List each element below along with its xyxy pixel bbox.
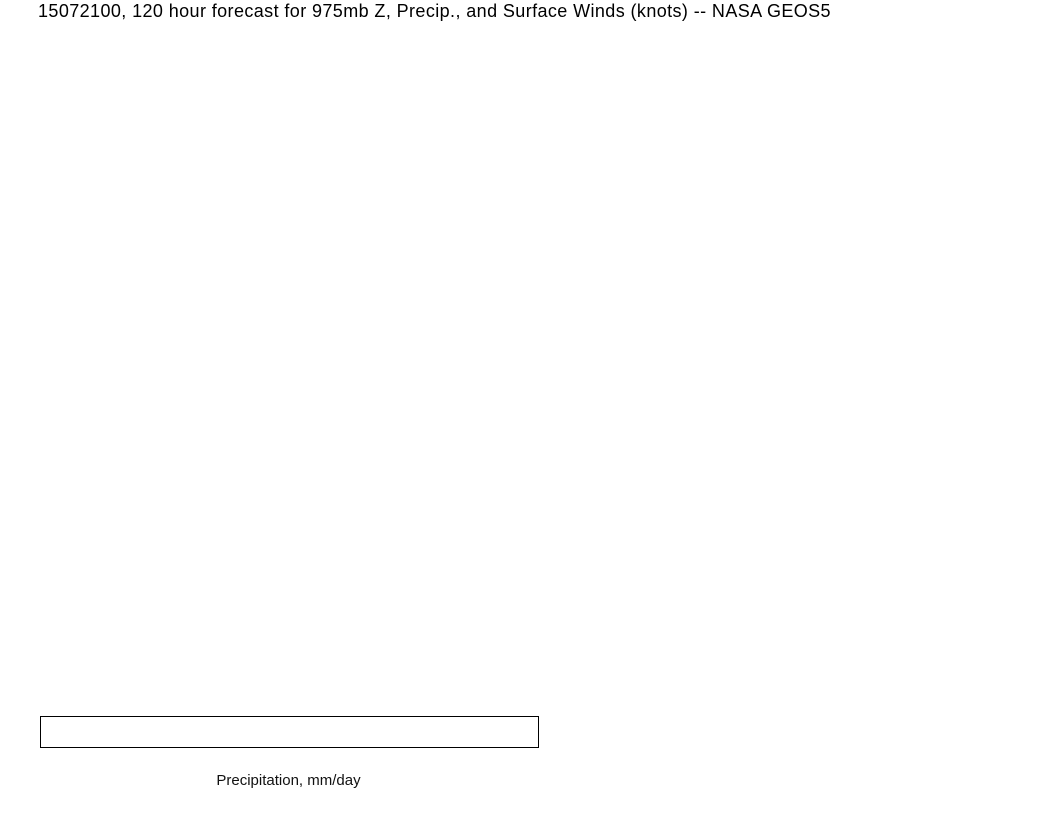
colorbar-ticks <box>40 751 537 769</box>
figure-title: 15072100, 120 hour forecast for 975mb Z,… <box>38 1 831 21</box>
colorbar-gradient <box>40 716 539 748</box>
forecast-map <box>0 0 1056 712</box>
colorbar-label: Precipitation, mm/day <box>216 772 361 789</box>
